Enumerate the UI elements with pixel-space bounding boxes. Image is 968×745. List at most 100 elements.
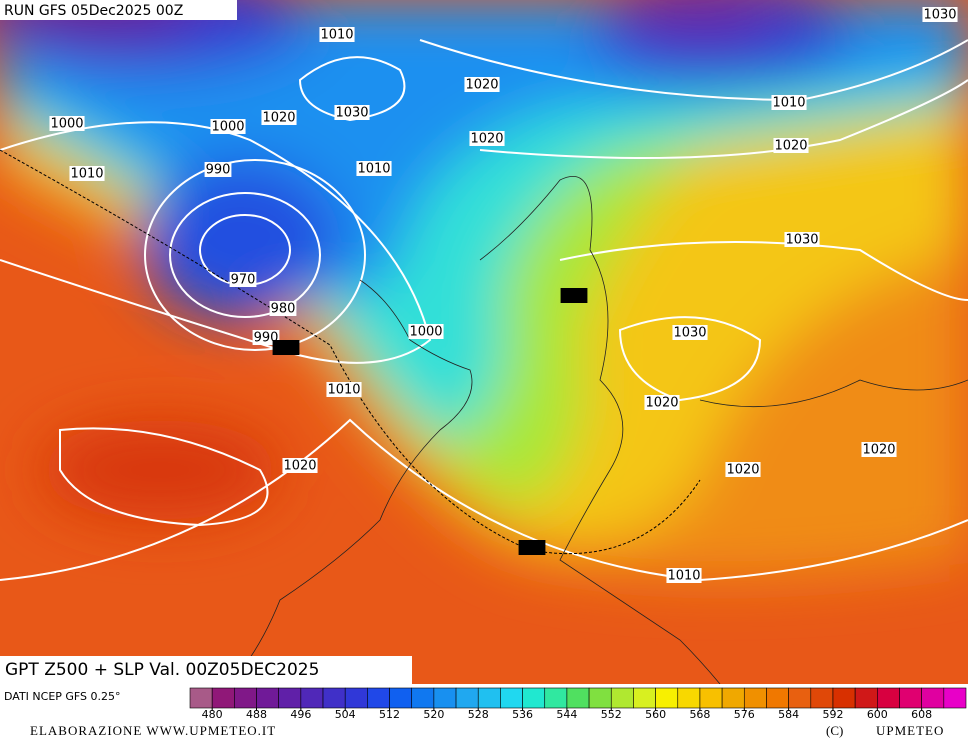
tick-label: 480 [202,708,223,721]
label-text: 552 [562,289,587,304]
label-box [725,462,761,477]
label-text: 1010 [667,569,700,584]
label-box [861,442,897,457]
color-swatch [544,687,568,709]
label-box [644,395,680,410]
label-text: 1020 [726,463,759,478]
tick-label: 528 [468,708,489,721]
label-text: 1000 [211,120,244,135]
map-title: GPT Z500 + SLP Val. 00Z05DEC2025 [5,660,319,680]
label-box [560,288,588,303]
map-label: 1000 [49,116,85,132]
map-label: 1020 [464,77,500,93]
tick-label: 512 [379,708,400,721]
tick-label: 544 [556,708,577,721]
label-text: 1020 [774,139,807,154]
tick-label: 576 [734,708,755,721]
source-label: DATI NCEP GFS 0.25° [4,690,121,703]
tick-label: 584 [778,708,799,721]
label-box [771,95,807,110]
color-swatch [278,687,302,709]
label-text: 1020 [262,111,295,126]
label-box [269,301,297,316]
label-text: 1010 [357,162,390,177]
tick-label: 568 [689,708,710,721]
label-box [326,382,362,397]
color-swatch [721,687,745,709]
color-swatch [810,687,834,709]
color-swatch [522,687,546,709]
color-swatch [344,687,368,709]
color-swatch [743,687,767,709]
color-swatch [389,687,413,709]
label-box [334,105,370,120]
color-swatch [699,687,723,709]
color-swatch [367,687,390,709]
map-label: 1030 [784,232,820,248]
label-box [784,232,820,247]
color-swatch [433,687,457,709]
color-swatch [588,687,612,709]
color-swatch [256,687,279,709]
label-text: 1010 [327,383,360,398]
color-swatch [788,687,812,709]
label-box [272,340,300,355]
map-label: 1030 [334,105,370,121]
label-text: 1030 [923,8,956,23]
tick-label: 608 [911,708,932,721]
run-label: RUN GFS 05Dec2025 00Z [4,3,183,19]
color-swatch [766,687,789,709]
tick-label: 552 [601,708,622,721]
label-box [773,138,809,153]
label-text: 1020 [645,396,678,411]
title-box [0,656,412,684]
color-swatch [877,687,900,709]
color-swatch [854,687,878,709]
color-swatch [322,687,346,709]
map-label: 1020 [282,458,318,474]
tick-label: 536 [512,708,533,721]
color-swatch [234,687,257,709]
color-swatch [300,687,324,709]
map-label: 1020 [644,395,680,411]
tick-label: 600 [867,708,888,721]
map-label: 552 [272,340,300,356]
label-text: 990 [206,163,231,178]
map-label: 552 [518,540,546,556]
color-swatch [921,687,945,709]
label-box [49,116,85,131]
map-label: 980 [269,301,297,317]
label-text: 1020 [283,459,316,474]
color-swatch [411,687,435,709]
map-label: 1010 [69,166,105,182]
color-swatch [189,687,213,709]
tick-label: 504 [335,708,356,721]
map-label: 970 [229,272,257,288]
label-text: 552 [274,341,299,356]
label-box [356,161,392,176]
label-box [69,166,105,181]
map-label: 1020 [773,138,809,154]
color-swatch [566,687,590,709]
credit: ELABORAZIONE WWW.UPMETEO.IT [30,723,276,738]
tick-label: 592 [822,708,843,721]
map-field: RUN GFS 05Dec2025 00Z GPT Z500 + SLP Val… [0,0,968,684]
label-box [469,131,505,146]
label-box [922,7,958,22]
color-swatch [832,687,856,709]
map-label: 1010 [356,161,392,177]
label-box [210,119,246,134]
label-box [261,110,297,125]
color-swatch [500,687,523,709]
label-text: 1030 [673,326,706,341]
color-swatch [677,687,701,709]
map-label: 1020 [861,442,897,458]
map-label: 1020 [469,131,505,147]
label-box [204,162,232,177]
label-box [229,272,257,287]
label-text: 1020 [862,443,895,458]
map-label: 1020 [725,462,761,478]
copyright: (C) [826,723,843,738]
label-text: 990 [254,331,279,346]
